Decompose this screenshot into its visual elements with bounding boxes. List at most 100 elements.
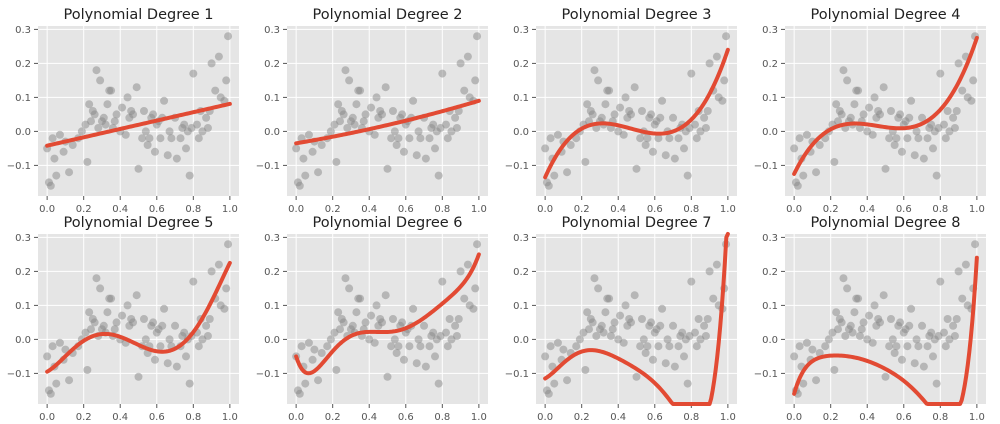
data-point: [138, 134, 147, 143]
data-point: [687, 69, 696, 78]
data-point: [669, 321, 678, 330]
x-tick-label: 0.8: [683, 412, 699, 423]
data-point: [103, 308, 112, 317]
y-tick-label: 0.0: [15, 335, 31, 346]
data-point: [388, 315, 397, 323]
data-point: [670, 154, 679, 163]
data-point: [868, 130, 877, 139]
data-point: [700, 321, 709, 330]
data-point: [687, 277, 696, 286]
data-point: [295, 389, 304, 398]
data-point: [367, 103, 376, 112]
data-point: [661, 151, 670, 160]
subplot-title: Polynomial Degree 4: [810, 7, 960, 23]
y-tick-label: 0.1: [15, 301, 31, 312]
data-point: [326, 127, 335, 136]
data-point: [581, 158, 590, 166]
data-point: [914, 134, 923, 143]
y-tick-label: 0.3: [762, 25, 778, 36]
data-point: [712, 260, 721, 269]
data-point: [176, 134, 185, 143]
data-point: [414, 127, 423, 136]
data-point: [656, 321, 665, 330]
data-point: [641, 349, 650, 357]
data-point: [356, 86, 365, 95]
data-point: [339, 318, 348, 327]
data-point: [416, 134, 425, 143]
x-tick-label: 0.8: [434, 412, 450, 423]
data-point: [680, 352, 689, 361]
data-point: [77, 127, 86, 136]
fit-curve: [45, 260, 232, 374]
data-point: [421, 154, 430, 163]
data-point: [414, 335, 423, 344]
data-point: [205, 315, 214, 323]
data-point: [405, 134, 414, 143]
x-tick-label: 0.0: [786, 204, 802, 215]
data-point: [949, 113, 958, 122]
data-point: [850, 308, 859, 317]
data-point: [943, 107, 952, 115]
data-point: [839, 66, 848, 75]
data-point: [110, 325, 119, 334]
data-point: [541, 352, 550, 361]
data-point: [674, 134, 683, 143]
data-point: [334, 308, 343, 317]
data-point: [855, 332, 864, 340]
x-tick-label: 0.2: [574, 204, 590, 215]
data-point: [802, 130, 811, 139]
data-point: [443, 134, 452, 143]
data-point: [92, 274, 101, 283]
x-tick-label: 0.2: [76, 412, 92, 423]
x-tick-label: 0.4: [610, 204, 626, 215]
data-point: [954, 59, 963, 68]
data-point: [903, 342, 912, 351]
data-point: [952, 315, 961, 323]
data-point: [420, 321, 429, 330]
data-point: [799, 379, 808, 388]
data-point: [833, 325, 842, 334]
data-point: [398, 318, 407, 327]
data-point: [202, 113, 211, 122]
subplot-2: 0.0 0.2 0.4 0.6 0.8 1.0 −0.1 0.0 0.1 0.2 0.3 Polyno…: [256, 7, 488, 215]
data-point: [52, 171, 61, 180]
data-point: [929, 144, 938, 153]
data-point: [345, 284, 354, 293]
data-point: [59, 147, 68, 156]
y-tick-label: −0.1: [7, 161, 31, 172]
data-point: [211, 86, 220, 95]
data-point: [621, 301, 630, 310]
data-point: [350, 120, 359, 129]
data-point: [390, 335, 399, 344]
data-point: [888, 335, 897, 344]
data-point: [361, 318, 370, 327]
data-point: [150, 355, 159, 364]
data-point: [326, 335, 335, 344]
data-point: [903, 134, 912, 143]
data-point: [394, 342, 403, 351]
data-point: [194, 342, 203, 351]
data-point: [171, 321, 180, 330]
data-point: [412, 151, 421, 160]
data-point: [118, 103, 127, 112]
data-point: [163, 151, 172, 160]
data-point: [656, 113, 665, 122]
data-point: [367, 311, 376, 320]
data-point: [156, 342, 165, 351]
data-point: [890, 349, 899, 357]
data-point: [185, 379, 194, 388]
x-tick-label: 0.4: [859, 412, 875, 423]
data-point: [378, 110, 387, 119]
data-point: [680, 144, 689, 153]
x-tick-label: 0.2: [823, 204, 839, 215]
data-point: [185, 171, 194, 180]
data-point: [648, 147, 657, 156]
data-point: [94, 124, 103, 132]
data-point: [950, 332, 959, 340]
data-point: [799, 171, 808, 180]
x-tick-label: 0.4: [361, 412, 377, 423]
subplot-6: 0.0 0.2 0.4 0.6 0.8 1.0 −0.1 0.0 0.1 0.2 0.3 Polyno…: [256, 215, 488, 423]
x-tick-label: 0.2: [574, 412, 590, 423]
data-point: [383, 164, 392, 173]
data-point: [720, 76, 729, 85]
